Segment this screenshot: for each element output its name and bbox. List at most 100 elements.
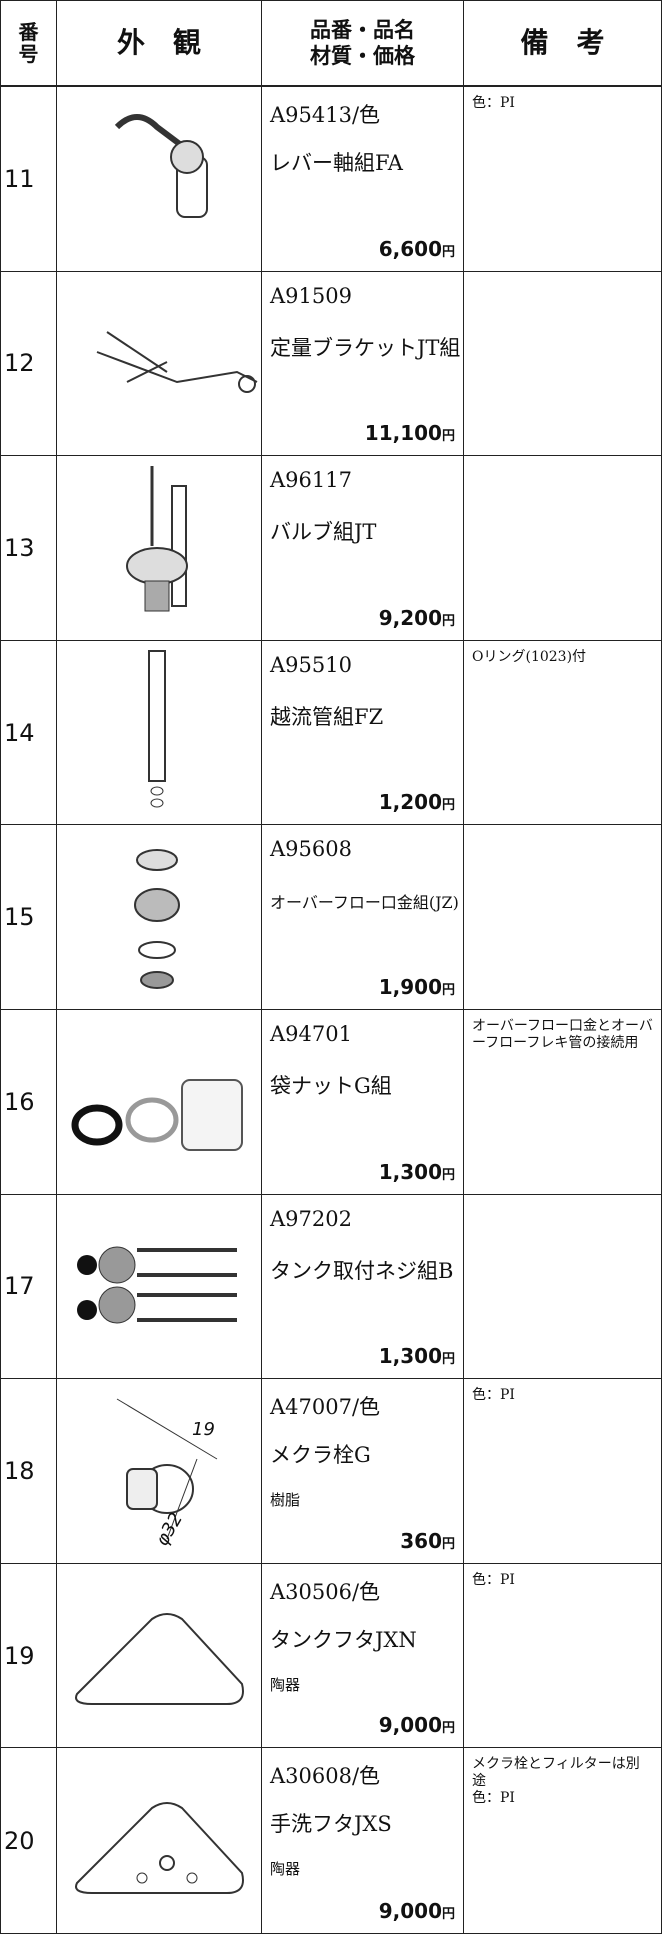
part-code: A30608/色: [270, 1764, 381, 1789]
table-row: 13 A96117 バルブ組JT 9,200円: [1, 456, 661, 641]
table-row: 19 A30506/色タンクフタJXN 陶器 9,000円 色：PI: [1, 1563, 661, 1749]
part-note: 色：PI: [472, 95, 515, 111]
part-illustration: [134, 849, 180, 990]
table-cell: [57, 271, 262, 456]
table-cell: [57, 1194, 262, 1379]
part-illustration: [77, 1246, 237, 1324]
table-cell: A30608/色 手洗フタJXS 陶器 9,000円: [262, 1748, 464, 1933]
part-price: 9,000円: [379, 1899, 455, 1923]
part-illustration: [126, 466, 188, 612]
part-code: A95510: [270, 652, 352, 677]
table-cell: メクラ栓とフィルターは別途 色：PI: [464, 1748, 661, 1933]
price-value: 6,600: [378, 236, 442, 261]
part-code: A97202: [270, 1206, 352, 1231]
table-cell: A96117 バルブ組JT 9,200円: [262, 456, 464, 640]
price-value: 9,000: [378, 1713, 442, 1738]
table-cell: 19: [1, 1563, 57, 1748]
header-cell: 品番・品名 材質・価格: [262, 1, 464, 87]
part-price: 360円: [400, 1529, 455, 1553]
table-cell: [464, 825, 661, 1009]
table-cell: [57, 1748, 262, 1933]
part-code: A96117: [270, 468, 352, 493]
part-illustration: [114, 114, 208, 218]
table-cell: [464, 1195, 661, 1379]
price-currency: 円: [441, 1167, 455, 1183]
part-code: A91509: [270, 283, 352, 308]
table-cell: 18: [1, 1379, 57, 1563]
table-row: 20 A30608/色 手洗フタJXS 陶器 9,000円 メクラ栓とフィルターは別途 色…: [1, 1748, 661, 1933]
part-price: 9,000円: [379, 1713, 455, 1737]
price-currency: 円: [441, 429, 455, 445]
part-price: 1,200円: [379, 790, 455, 814]
part-price: 6,600円: [379, 237, 455, 261]
table-cell: 色：PI: [464, 1564, 661, 1748]
part-material: 樹脂: [270, 1491, 301, 1510]
row-number: 19: [4, 1641, 35, 1670]
price-value: 1,900: [378, 974, 442, 999]
part-note: メクラ栓とフィルターは別途 色：PI: [472, 1756, 640, 1807]
part-note: 色：PI: [472, 1387, 515, 1404]
price-currency: 円: [441, 244, 455, 260]
row-number: 20: [4, 1826, 35, 1855]
part-code: A95413/色: [270, 103, 381, 127]
table-cell: 17: [1, 1194, 57, 1379]
part-illustration: [71, 1079, 243, 1151]
table-cell: A47007/色 メクラ栓G 樹脂 360円: [262, 1379, 464, 1563]
table-cell: [464, 456, 661, 640]
price-value: 9,000: [378, 1898, 442, 1923]
part-note: 色：PI: [472, 1571, 515, 1588]
table-cell: [57, 1563, 262, 1748]
table-cell: A30506/色タンクフタJXN 陶器 9,000円: [262, 1563, 464, 1748]
dimension-label: 19: [192, 1419, 215, 1441]
table-cell: オーバーフロー口金とオーバーフローフレキ管の接続用: [464, 1010, 661, 1194]
part-code: A30506/色: [270, 1579, 381, 1604]
table-cell: 20: [1, 1748, 57, 1933]
part-illustration: [116, 1398, 218, 1540]
table-cell: 13: [1, 456, 57, 640]
part-material: 陶器: [270, 1675, 301, 1694]
table-cell: [57, 825, 262, 1009]
table-cell: 16: [1, 1010, 57, 1194]
part-price: 9,200円: [379, 606, 455, 630]
row-number: 16: [4, 1087, 35, 1116]
table-cell: 色：PI: [464, 1379, 661, 1563]
part-name: レバー軸組FA: [270, 151, 403, 175]
price-value: 1,300: [378, 1344, 442, 1369]
part-name: 越流管組FZ: [270, 704, 384, 729]
part-name: タンクフタJXN: [270, 1627, 417, 1652]
table-cell: [57, 87, 262, 271]
part-name: タンク取付ネジ組B: [270, 1258, 454, 1283]
table-cell: [57, 1010, 262, 1194]
table-cell: A91509 定量ブラケットJT組 11,100円: [262, 271, 464, 456]
row-number: 14: [4, 718, 35, 747]
part-code: A47007/色: [270, 1395, 381, 1420]
table-cell: 色：PI: [464, 87, 661, 271]
table-row: 18 19 φ32 A47007/色 メクラ栓G 樹脂 360円 色：PI: [1, 1379, 661, 1564]
price-currency: 円: [441, 1906, 455, 1922]
price-currency: 円: [441, 798, 455, 814]
part-material: 陶器: [270, 1860, 301, 1879]
price-value: 9,200: [378, 605, 442, 630]
header-cell: 番号: [1, 1, 57, 87]
part-price: 1,300円: [379, 1344, 455, 1368]
part-name: 定量ブラケットJT組: [270, 335, 461, 360]
table-cell: [57, 640, 262, 825]
table-row: 17 A97202 タンク取付ネジ組B 1,300円: [1, 1194, 661, 1380]
part-note: Oリング(1023)付: [472, 648, 587, 665]
table-cell: A95608 オーバーフロー口金組(JZ) 1,900円: [262, 825, 464, 1009]
row-number: 15: [4, 903, 35, 932]
part-illustration: [96, 330, 258, 393]
table-cell: 12: [1, 271, 57, 456]
row-number: 12: [4, 349, 35, 378]
table-row: 14 A95510 越流管組FZ 1,200円 Oリング(1023)付: [1, 640, 661, 826]
table-cell: A94701 袋ナットG組 1,300円: [262, 1010, 464, 1194]
row-number: 17: [4, 1272, 35, 1301]
row-number: 11: [4, 164, 35, 193]
table-cell: 11: [1, 87, 57, 271]
header-cell: 外 観: [57, 1, 262, 87]
row-number: 18: [4, 1456, 35, 1485]
table-cell: 19 φ32: [57, 1379, 262, 1563]
price-currency: 円: [441, 613, 455, 629]
part-illustration: [75, 1612, 244, 1705]
